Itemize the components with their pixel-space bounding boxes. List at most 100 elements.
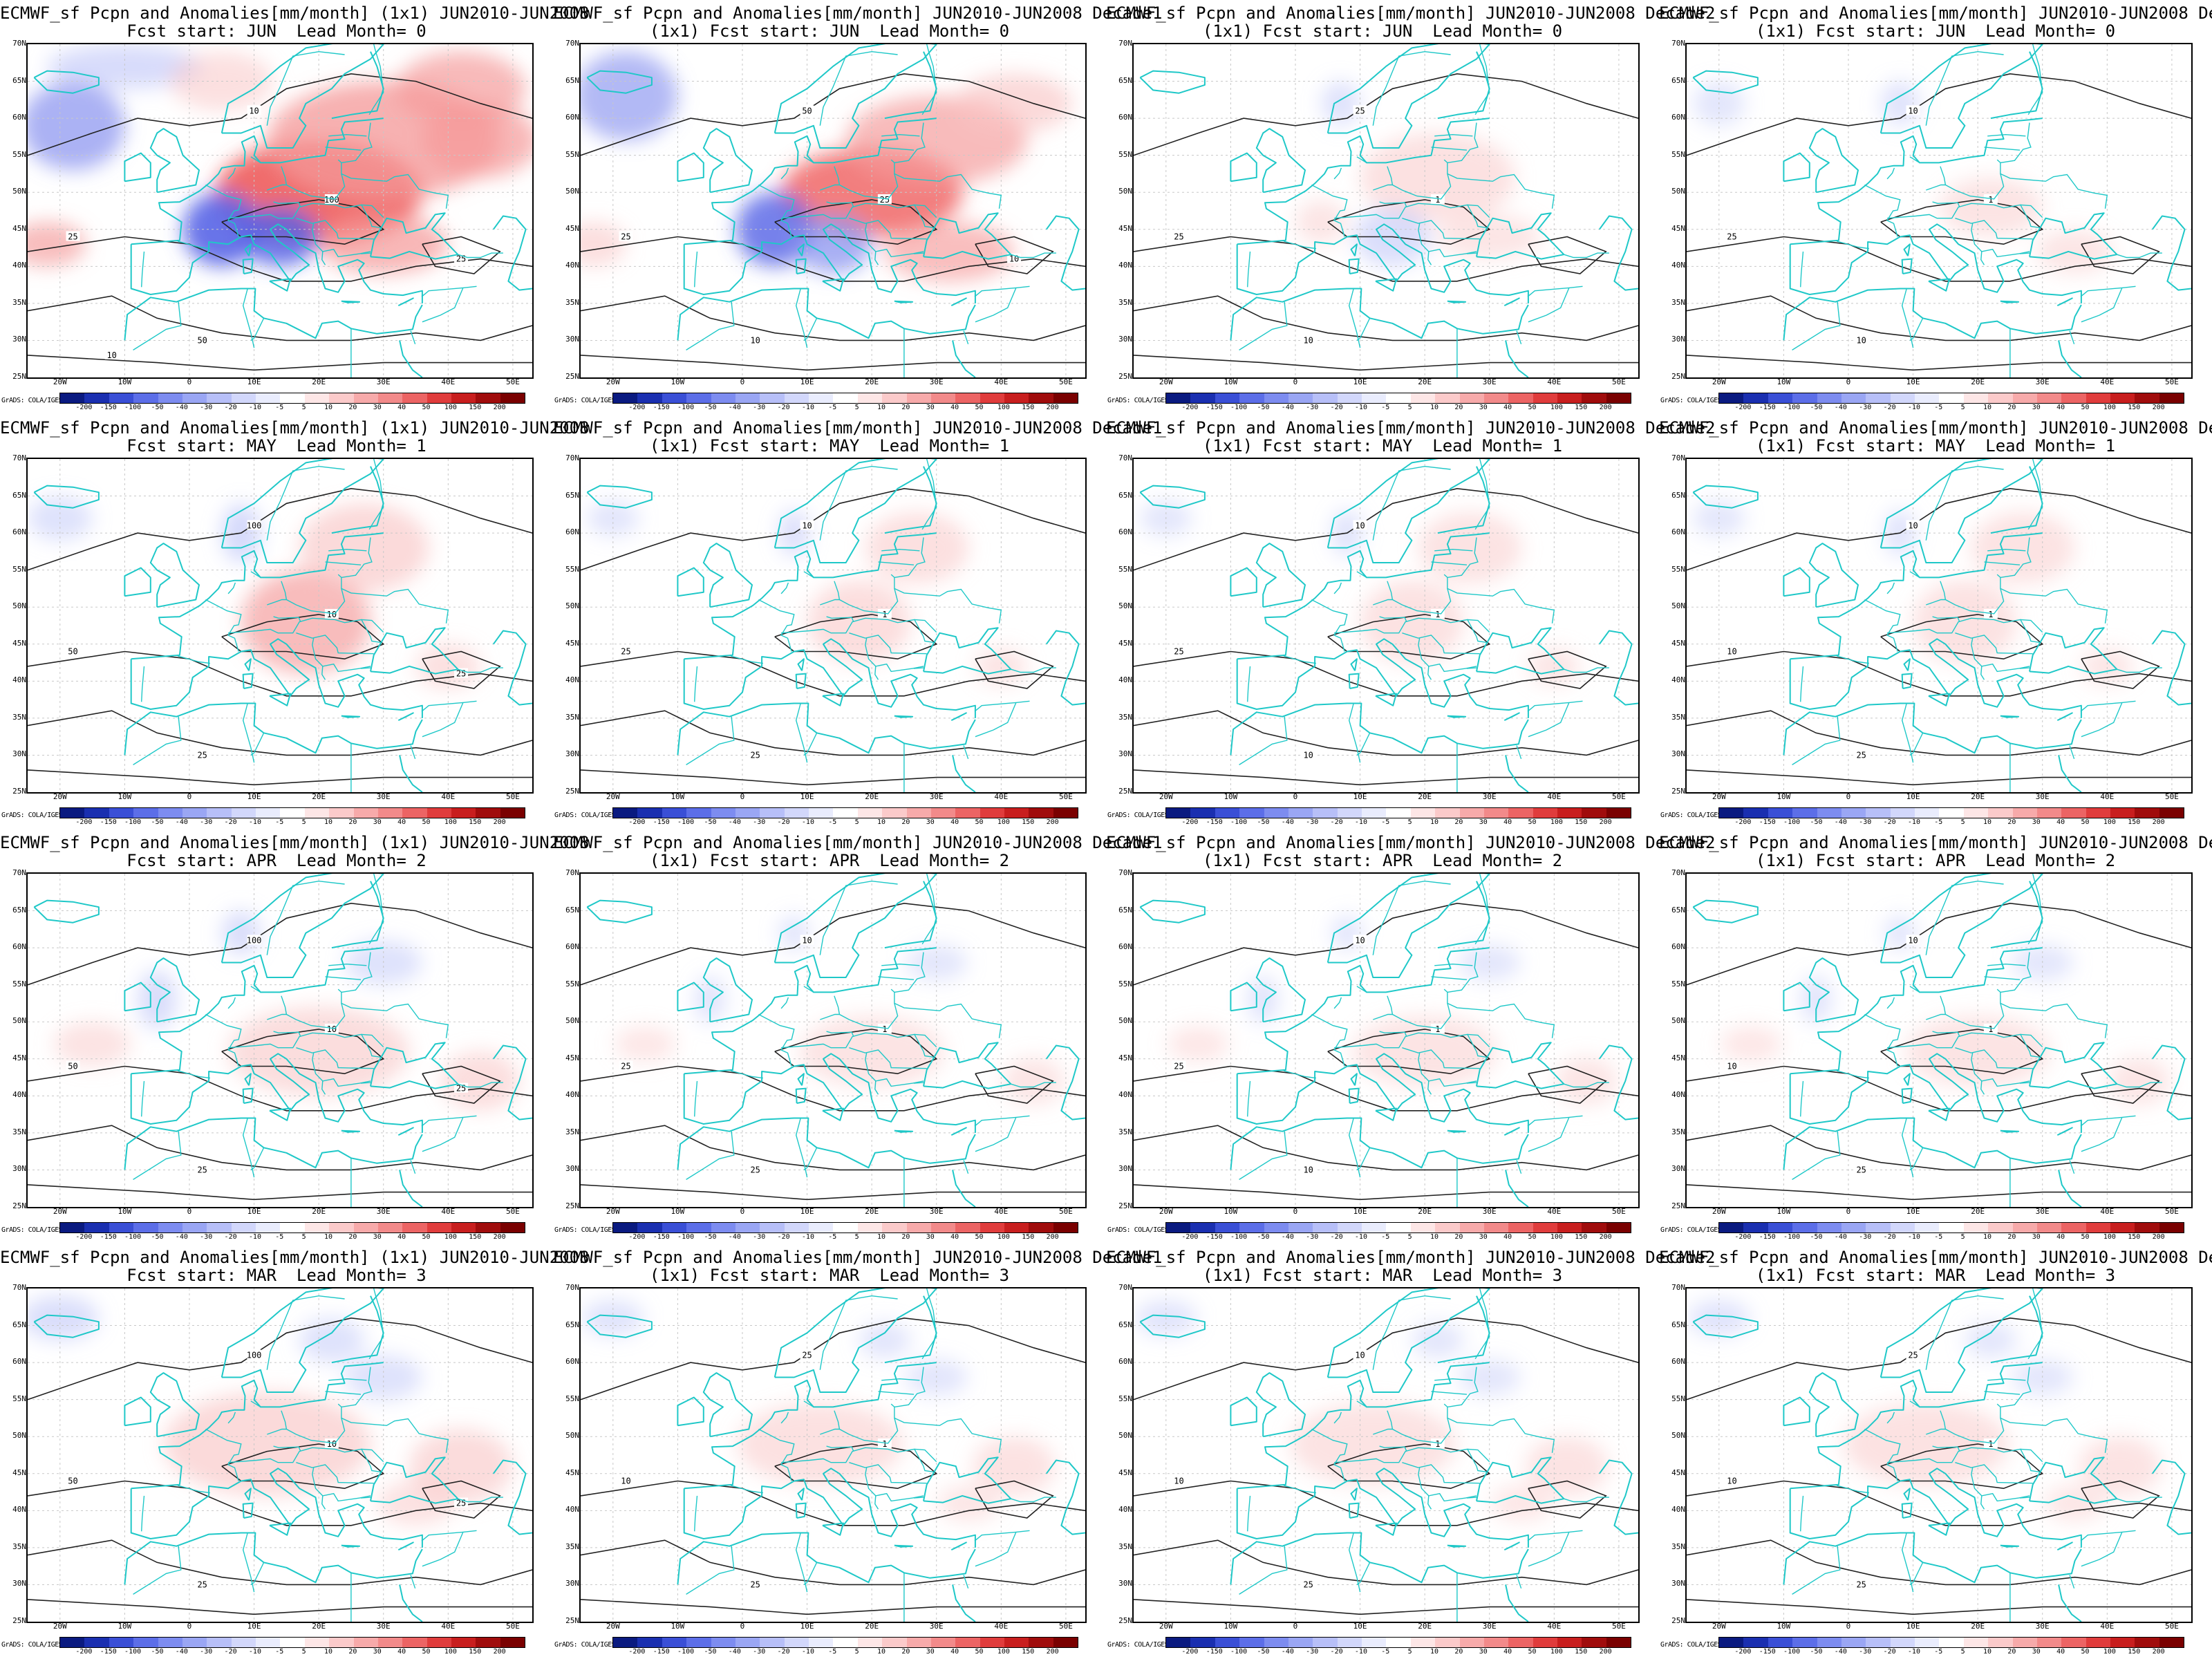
lon-tick-label: 0: [740, 1622, 745, 1631]
contour-line: [1687, 769, 2191, 786]
colorbar-swatch: [857, 1638, 883, 1647]
coastlines: [1139, 1288, 1638, 1622]
contour-line: [1134, 1539, 1638, 1586]
lat-tick-label: 30N: [12, 335, 26, 344]
contour-label: 100: [324, 195, 339, 205]
dry-anomaly-area: [138, 970, 177, 1029]
lon-tick-label: 30E: [1482, 1622, 1497, 1631]
contour-line: [581, 1184, 1085, 1201]
panel-subtitle: (1x1) Fcst start: JUN Lead Month= 0: [1755, 21, 2116, 41]
lat-tick-label: 45N: [1671, 223, 1685, 233]
contour-label: 25: [1856, 750, 1866, 760]
colorbar-tick-label: 40: [950, 818, 959, 826]
colorbar-tick-label: -200: [75, 818, 93, 826]
country-borders: [1239, 459, 1609, 792]
precip-anomaly-map: 25 10 10 1: [1687, 44, 2191, 377]
colorbar-swatch: [2110, 393, 2135, 403]
colorbar-swatch: [711, 393, 735, 403]
colorbar-tick-label: -40: [728, 1648, 741, 1656]
colorbar-swatch: [1435, 1638, 1460, 1647]
precip-contours: [581, 487, 1085, 786]
colorbar-swatch: [1939, 808, 1964, 818]
lat-tick-label: 35N: [12, 1541, 26, 1551]
colorbar-swatch: [329, 1223, 354, 1232]
colorbar-tick-label: 100: [444, 1233, 457, 1241]
contour-label: 25: [880, 195, 890, 205]
contour-line: [1687, 236, 2191, 282]
colorbar-tick-label: 50: [2081, 1648, 2090, 1656]
colorbar-tick-label: -20: [224, 1648, 237, 1656]
colorbar-swatch: [207, 393, 232, 403]
lat-tick-label: 35N: [1118, 1127, 1132, 1136]
lon-tick-label: 40E: [1547, 1207, 1562, 1216]
colorbar-swatch: [980, 1638, 1004, 1647]
colorbar-swatch: [662, 1223, 687, 1232]
panel-subtitle: (1x1) Fcst start: APR Lead Month= 2: [1755, 851, 2116, 870]
colorbar-tick-label: -100: [1783, 404, 1801, 411]
lat-tick-label: 55N: [1118, 1394, 1132, 1403]
wet-anomaly-area: [1437, 214, 1541, 259]
lon-tick-label: 50E: [1611, 1622, 1626, 1631]
colorbar: [1718, 1222, 2184, 1233]
colorbar-swatch: [1239, 1223, 1264, 1232]
colorbar-tick-label: -10: [248, 1233, 261, 1241]
graticule: [581, 44, 1085, 377]
anomaly-shading: [1693, 81, 2114, 274]
colorbar-swatch: [930, 1223, 956, 1232]
coastlines: [33, 874, 532, 1207]
colorbar-tick-label: -200: [1734, 1648, 1752, 1656]
colorbar-swatch: [784, 393, 809, 403]
lat-tick-label: 70N: [12, 453, 26, 462]
colorbar-swatch: [84, 1223, 109, 1232]
lon-tick-label: 40E: [441, 377, 456, 386]
lat-tick-label: 30N: [12, 749, 26, 759]
colorbar-tick-label: -40: [1834, 404, 1847, 411]
country-borders: [133, 874, 503, 1207]
colorbar-swatch: [427, 393, 451, 403]
colorbar-tick-label: 50: [1528, 404, 1537, 411]
lat-tick-label: 40N: [1671, 1090, 1685, 1100]
colorbar-swatch: [1915, 1638, 1940, 1647]
colorbar-tick-label: 150: [1575, 404, 1588, 411]
lat-tick-label: 45N: [12, 1053, 26, 1062]
anomaly-shading: [581, 1300, 1056, 1521]
lon-tick-label: 40E: [441, 792, 456, 801]
colorbar-tick-label: 10: [1430, 1233, 1439, 1241]
colorbar-swatch: [686, 808, 711, 818]
contour-label-bg: [800, 1349, 814, 1360]
colorbar-swatch: [1362, 1223, 1387, 1232]
colorbar-tick-label: -50: [1257, 818, 1270, 826]
panel-title: ECMWF_sf Pcpn and Anomalies[mm/month] JU…: [553, 1248, 1163, 1267]
contour-line: [1528, 650, 1607, 689]
map-frame: 50 25 100 10 25: [26, 872, 534, 1208]
colorbar: [1718, 393, 2184, 404]
colorbar-swatch: [402, 1638, 427, 1647]
lon-tick-label: 50E: [2164, 1207, 2179, 1216]
colorbar-swatch: [1313, 393, 1338, 403]
lat-tick-label: 70N: [1118, 868, 1132, 877]
lat-tick-label: 60N: [12, 942, 26, 952]
contour-line: [1880, 614, 2044, 660]
panel-subtitle: (1x1) Fcst start: APR Lead Month= 2: [649, 851, 1010, 870]
colorbar-swatch: [158, 1638, 182, 1647]
country-borders: [1239, 1288, 1609, 1622]
colorbar-swatch: [1053, 393, 1078, 403]
contour-label: 10: [1908, 521, 1918, 530]
colorbar-swatch: [686, 1223, 711, 1232]
contour-label: 10: [1355, 1350, 1365, 1360]
panel-title: ECMWF_sf Pcpn and Anomalies[mm/month] (1…: [0, 418, 590, 438]
lat-tick-label: 60N: [565, 113, 579, 122]
colorbar-swatch: [1508, 1223, 1533, 1232]
colorbar-tick-label: -40: [1281, 818, 1294, 826]
lat-tick-label: 50N: [12, 1431, 26, 1441]
panel-title: ECMWF_sf Pcpn and Anomalies[mm/month] JU…: [1106, 3, 1716, 23]
lat-tick-label: 25N: [12, 372, 26, 381]
colorbar-tick-label: -30: [200, 404, 213, 411]
colorbar-swatch: [1866, 808, 1891, 818]
colorbar-swatch: [1410, 808, 1436, 818]
contour-label: 25: [1174, 1061, 1183, 1071]
colorbar-swatch: [402, 393, 427, 403]
lat-tick-label: 70N: [565, 39, 579, 48]
colorbar-tick-label: 5: [1960, 404, 1965, 411]
